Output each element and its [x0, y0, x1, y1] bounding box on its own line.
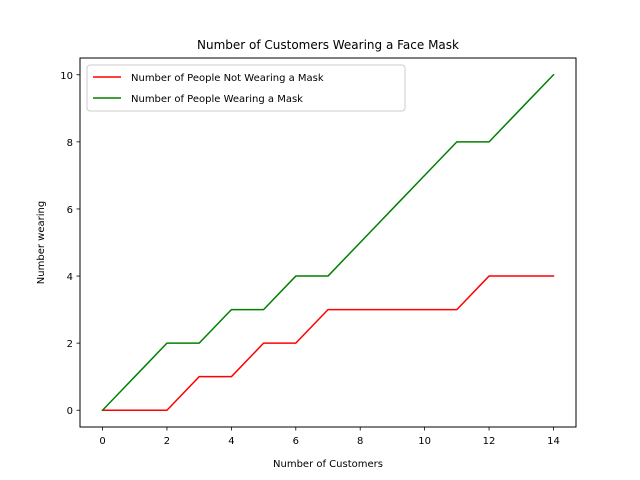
series-lines: [101, 73, 555, 412]
series-line-0: [101, 275, 555, 411]
x-tick-label: 0: [99, 436, 105, 447]
x-tick-label: 2: [164, 436, 170, 447]
chart-title: Number of Customers Wearing a Face Mask: [197, 38, 459, 52]
x-tick-label: 4: [228, 436, 234, 447]
legend: Number of People Not Wearing a Mask Numbe…: [86, 64, 406, 112]
y-tick-label: 4: [67, 272, 73, 283]
y-tick-label: 10: [60, 71, 73, 82]
legend-label: Number of People Wearing a Mask: [131, 94, 303, 105]
series-line-1: [101, 73, 555, 412]
x-axis-label: Number of Customers: [273, 459, 383, 470]
y-tick-label: 0: [67, 406, 73, 417]
x-tick-label: 14: [547, 436, 560, 447]
plot-area: 0 2 4 6 8 10 12 14 0 2 4 6 8 10: [60, 71, 560, 447]
y-tick-label: 2: [67, 339, 73, 350]
x-tick-label: 10: [418, 436, 431, 447]
y-tick-label: 6: [67, 205, 73, 216]
legend-box: [86, 64, 406, 112]
x-tick-label: 6: [293, 436, 299, 447]
legend-label: Number of People Not Wearing a Mask: [131, 73, 324, 84]
x-tick-label: 12: [483, 436, 496, 447]
y-axis-label: Number wearing: [36, 201, 47, 284]
plot-frame: [79, 57, 577, 428]
x-tick-label: 8: [357, 436, 363, 447]
y-tick-label: 8: [67, 138, 73, 149]
